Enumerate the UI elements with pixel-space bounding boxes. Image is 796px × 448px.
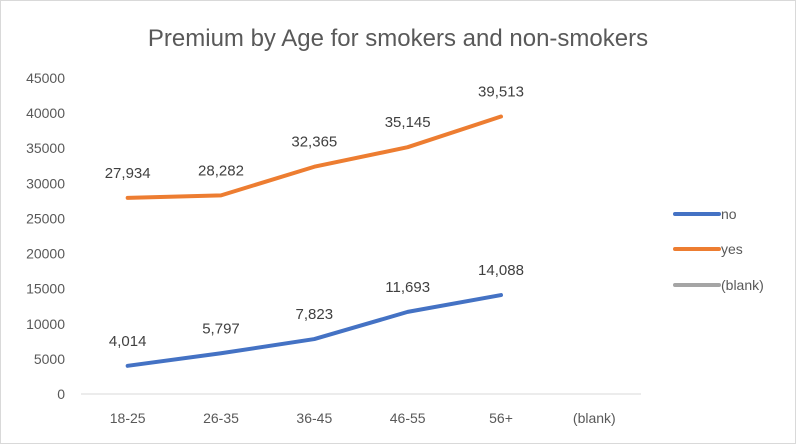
legend-label: no bbox=[721, 206, 737, 222]
series-line-no bbox=[125, 293, 503, 368]
y-tick-label: 15000 bbox=[26, 281, 65, 297]
data-label: 28,282 bbox=[198, 162, 244, 179]
data-label: 4,014 bbox=[109, 333, 147, 350]
y-tick-label: 45000 bbox=[26, 70, 65, 86]
data-label: 35,145 bbox=[385, 114, 431, 131]
y-tick-label: 10000 bbox=[26, 316, 65, 332]
series-layer bbox=[125, 114, 503, 368]
data-label: 27,934 bbox=[105, 165, 151, 182]
data-label: 39,513 bbox=[478, 84, 524, 101]
y-tick-label: 40000 bbox=[26, 105, 65, 121]
chart-title: Premium by Age for smokers and non-smoke… bbox=[148, 25, 648, 52]
y-axis: 0 5000 10000 15000 20000 25000 30000 35000 40000… bbox=[26, 70, 65, 402]
x-tick-label: (blank) bbox=[573, 410, 616, 426]
y-tick-label: 25000 bbox=[26, 210, 65, 226]
x-tick-label: 18-25 bbox=[110, 410, 146, 426]
data-labels-layer: 4,014 5,797 7,823 11,693 14,088 27,934 28,282 3… bbox=[105, 84, 524, 350]
x-tick-label: 26-35 bbox=[203, 410, 239, 426]
x-tick-label: 36-45 bbox=[296, 410, 332, 426]
data-label: 5,797 bbox=[202, 320, 240, 337]
y-tick-label: 35000 bbox=[26, 140, 65, 156]
series-line-yes bbox=[125, 114, 503, 200]
data-label: 32,365 bbox=[291, 134, 337, 151]
y-tick-label: 20000 bbox=[26, 246, 65, 262]
x-axis: 18-25 26-35 36-45 46-55 56+ (blank) bbox=[81, 393, 641, 426]
y-tick-label: 0 bbox=[57, 386, 65, 402]
y-tick-label: 30000 bbox=[26, 175, 65, 191]
data-label: 14,088 bbox=[478, 262, 524, 279]
x-tick-label: 46-55 bbox=[390, 410, 426, 426]
data-label: 7,823 bbox=[296, 306, 334, 323]
legend: no yes (blank) bbox=[673, 206, 764, 293]
legend-label: (blank) bbox=[721, 277, 764, 293]
x-tick-label: 56+ bbox=[489, 410, 513, 426]
y-tick-label: 5000 bbox=[34, 351, 65, 367]
data-label: 11,693 bbox=[385, 279, 430, 296]
legend-label: yes bbox=[721, 241, 743, 257]
